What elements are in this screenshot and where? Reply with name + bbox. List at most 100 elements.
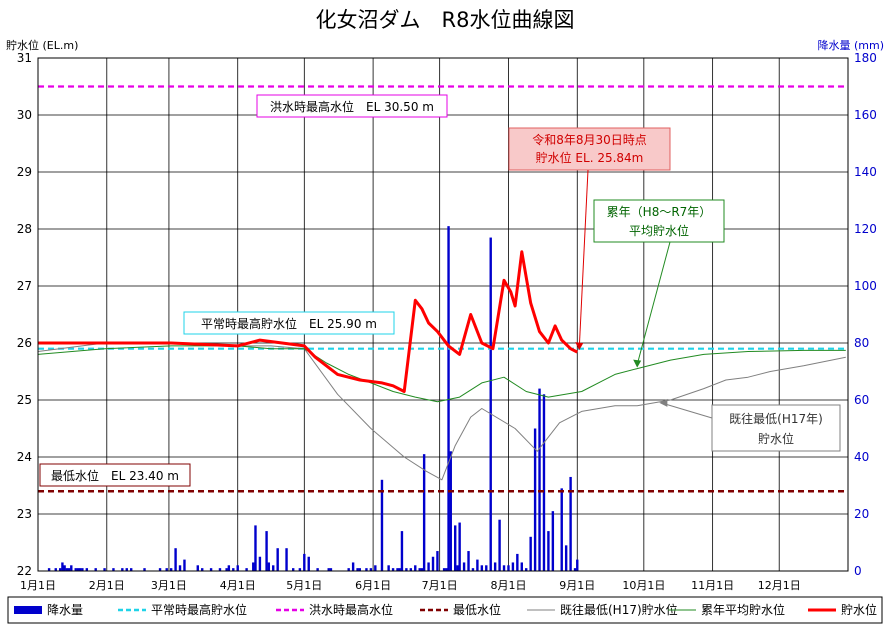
leader-current — [578, 169, 589, 349]
x-tick-label: 4月1日 — [220, 579, 256, 592]
precip-bar — [227, 565, 231, 571]
precip-bar — [267, 562, 270, 571]
annotation-box — [593, 199, 725, 243]
left-tick-label: 31 — [17, 51, 32, 65]
precip-bar — [489, 237, 492, 572]
left-tick-label: 30 — [17, 108, 32, 122]
precip-bar — [298, 568, 302, 571]
precip-bar — [347, 568, 350, 571]
precip-bar — [65, 568, 69, 571]
precip-bar — [196, 565, 199, 571]
right-tick-label: 80 — [854, 336, 869, 350]
x-tick-label: 5月1日 — [286, 579, 322, 592]
precip-bar — [462, 562, 466, 571]
legend-label: 既往最低(H17)貯水位 — [560, 602, 678, 617]
right-tick-label: 120 — [854, 222, 877, 236]
precip-bar — [165, 568, 168, 571]
x-tick-label: 1月1日 — [20, 579, 56, 592]
precip-bar — [454, 525, 457, 571]
annotation-text: 洪水時最高水位 EL 30.50 m — [270, 99, 434, 114]
legend-item: 降水量 — [14, 603, 83, 617]
reference-lines — [38, 85, 848, 493]
precip-bar — [409, 568, 413, 571]
precip-bar — [85, 568, 89, 571]
precip-bar — [112, 568, 115, 571]
series-line — [37, 342, 846, 481]
x-tick-label: 2月1日 — [89, 579, 125, 592]
precip-bar — [374, 565, 377, 571]
precip-bar — [485, 565, 488, 571]
precip-bar — [525, 568, 528, 571]
right-tick-label: 40 — [854, 450, 869, 464]
precip-bar — [67, 568, 71, 571]
precip-bar — [218, 568, 222, 571]
precip-bar — [538, 388, 541, 571]
precip-bar — [76, 568, 80, 571]
precip-bar — [329, 568, 333, 571]
annotation-flood: 洪水時最高水位 EL 30.50 m — [256, 94, 448, 118]
annotation-avg: 累年（H8～R7年） 平均貯水位 — [593, 199, 725, 243]
precip-bar — [511, 562, 515, 571]
precip-bar — [471, 568, 475, 571]
precip-bar — [121, 568, 124, 571]
legend-label: 最低水位 — [453, 602, 501, 617]
precip-bar — [445, 568, 448, 571]
precip-bar — [529, 536, 532, 571]
annotations: 洪水時最高水位 EL 30.50 m 平常時最高貯水位 EL 25.90 m 最低水… — [39, 94, 841, 487]
x-tick-label: 8月1日 — [490, 579, 526, 592]
precip-bar — [61, 562, 64, 571]
x-tick-label: 11月1日 — [691, 579, 734, 592]
precip-bar — [480, 565, 484, 571]
precip-bar — [292, 568, 295, 571]
precip-bar — [476, 559, 479, 571]
annotation-text: 累年（H8～R7年） — [607, 205, 712, 219]
precip-bar — [551, 511, 555, 571]
precip-bar — [493, 562, 497, 571]
precip-bar — [436, 551, 439, 571]
precip-bar — [398, 568, 401, 571]
precip-bar — [547, 531, 550, 571]
left-axis-label: 貯水位 (EL.m) — [6, 38, 78, 52]
legend-label: 累年平均貯水位 — [701, 602, 785, 617]
left-tick-label: 26 — [17, 336, 32, 350]
annotation-text: 貯水位 — [758, 431, 794, 446]
precip-bar — [254, 525, 257, 571]
series-line — [38, 250, 578, 393]
legend-item: 貯水位 — [808, 602, 877, 617]
legend-item: 洪水時最高水位 — [276, 602, 393, 617]
precip-bar — [158, 568, 162, 571]
leader-h17 — [661, 402, 713, 419]
precip-bar — [358, 568, 361, 571]
annotation-min: 最低水位 EL 23.40 m — [39, 463, 191, 487]
left-tick-label: 25 — [17, 393, 32, 407]
legend: 降水量 平常時最高貯水位 洪水時最高水位 最低水位 既往最低(H17)貯水位 累年平均貯水… — [7, 596, 883, 624]
precip-bar — [252, 562, 255, 571]
x-tick-label: 3月1日 — [151, 579, 187, 592]
precip-bar — [303, 553, 306, 571]
annotation-box — [183, 311, 395, 335]
x-tick-label: 6月1日 — [355, 579, 391, 592]
legend-item: 最低水位 — [420, 602, 501, 617]
precip-bar — [502, 565, 506, 571]
precip-bar — [418, 568, 421, 571]
right-tick-label: 160 — [854, 108, 877, 122]
x-tick-label: 12月1日 — [758, 579, 801, 592]
precip-bar — [327, 568, 330, 571]
x-tick-label: 7月1日 — [422, 579, 458, 592]
precip-bar — [414, 565, 417, 571]
precip-bar — [564, 545, 568, 571]
annotation-text: 平均貯水位 — [629, 223, 689, 238]
precip-bar — [449, 451, 452, 571]
legend-item: 累年平均貯水位 — [668, 602, 785, 617]
right-axis-label: 降水量 (mm) — [817, 38, 884, 52]
precip-bar — [183, 559, 186, 571]
x-tick-label: 10月1日 — [622, 579, 665, 592]
precip-bar — [58, 568, 62, 571]
precip-bar — [356, 568, 359, 571]
right-tick-label: 20 — [854, 507, 869, 521]
annotation-box — [711, 404, 841, 452]
precip-bar — [78, 568, 82, 571]
leader-arrow-current — [575, 342, 584, 351]
